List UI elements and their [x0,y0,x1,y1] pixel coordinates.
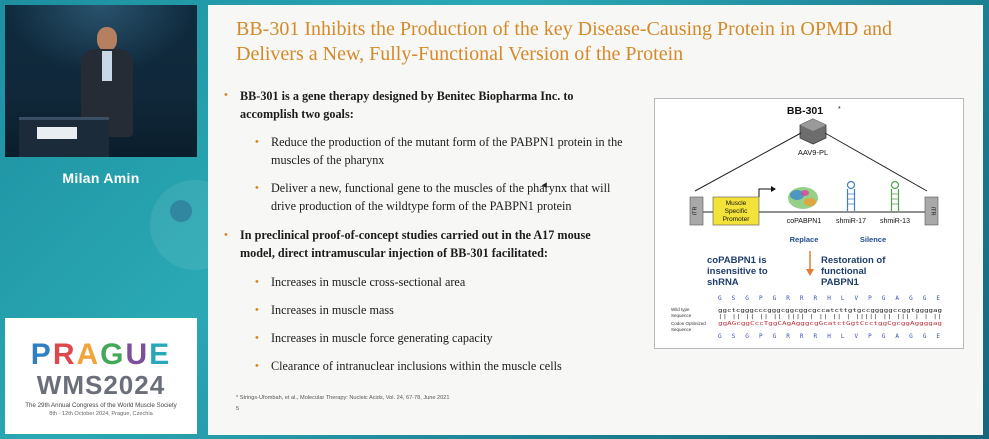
gene-label-shmir17: shmiR-17 [836,218,866,225]
background-orb [170,200,192,222]
sequence-wildtype: ggctcgggcccgggcggcggcgccatcttgtgccgggggc… [718,308,942,314]
transcription-arrowhead-icon [771,186,776,192]
seq-label-wt-1: Wild type [671,307,690,312]
slide-footnote: * Strings-Ufombah, et al., Molecular The… [236,395,450,401]
slide-title-line-1: BB-301 Inhibits the Production of the ke… [236,18,893,40]
logo-prague: PRAGUE [5,338,197,372]
bullet-marker: • [255,276,259,288]
bullet-1a-line-1: Reduce the production of the mutant form… [271,135,623,149]
bullet-2c: Increases in muscle force generating cap… [271,331,493,345]
sequence-codon-optimized: ggAGcggCccTggCAgAgggcgGcatctGgtCcctggCgc… [718,321,942,327]
bullet-marker: • [255,136,259,148]
conference-logo: PRAGUE WMS2024 The 29th Annual Congress … [5,318,197,434]
protein-structure-icon [788,187,818,209]
amino-acids-top: G S G P G R R R H L V P G A G G E [718,295,940,302]
aav-capsid-icon [799,118,827,145]
bullet-2-line-2: model, direct intramuscular injection of… [240,246,548,260]
gene-label-shmir13: shmiR-13 [880,218,910,225]
gene-label-copabpn1: coPABPN1 [787,218,822,225]
itr-right [924,196,939,226]
bullet-1a-line-2: muscles of the pharynx [271,153,385,167]
figure-title: BB-301 [787,105,823,117]
bullet-2a: Increases in muscle cross-sectional area [271,275,466,289]
logo-subtitle: The 29th Annual Congress of the World Mu… [25,402,177,409]
bullet-1b-line-1: Deliver a new, functional gene to the mu… [271,181,611,195]
promoter-label-line-2: Specific [725,208,749,215]
silence-label: Silence [860,235,886,244]
logo-letter: A [76,338,101,371]
speaker-head [97,27,117,51]
bullet-marker: • [255,182,259,194]
logo-wms: WMS2024 [36,370,166,400]
sequence-match: || || || || || |||| | || || | ||||| || |… [718,314,942,320]
bullet-marker: • [255,360,259,372]
bullet-2-line-1: In preclinical proof-of-concept studies … [240,228,591,242]
logo-letter: U [125,338,150,371]
vector-line-right [824,132,928,192]
hairpin-shmir13-icon [890,180,900,211]
slide-page-number: 5 [236,406,240,412]
vector-line-left [694,132,802,192]
itr-left-label: ITR [693,207,699,216]
seq-label-co-1: Codon Optimized [671,321,706,326]
bullet-1-line-2: accomplish two goals: [240,107,354,121]
logo-letter: P [30,338,53,371]
lectern-screen [37,127,77,139]
bullet-marker: • [224,229,228,241]
promoter-label-line-1: Muscle [726,200,747,207]
caption-right-line-3: PABPN1 [821,277,860,288]
bullet-marker: • [255,332,259,344]
logo-letter: E [149,338,172,371]
replace-label: Replace [790,235,819,244]
slide-title: BB-301 Inhibits the Production of the ke… [236,17,966,67]
bullet-2d: Clearance of intranuclear inclusions wit… [271,359,562,373]
bullet-2b: Increases in muscle mass [271,303,394,317]
hairpin-shmir17-icon [846,180,856,211]
promoter-box [712,196,760,226]
caption-right-line-2: functional [821,266,866,277]
bullet-1: BB-301 is a gene therapy designed by Ben… [240,87,640,123]
promoter-label-line-3: Promoter [723,216,751,223]
logo-letter: G [100,338,126,371]
itr-right-label: ITR [930,207,936,216]
bullet-1-line-1: BB-301 is a gene therapy designed by Ben… [240,89,574,103]
seq-label-co-2: Sequence [671,327,692,332]
slide-title-line-2: Delivers a New, Fully-Functional Version… [236,43,684,65]
bullet-2: In preclinical proof-of-concept studies … [240,226,640,262]
bullet-1b: Deliver a new, functional gene to the mu… [271,179,651,215]
amino-acids-bottom: G S G P G R R R H L V P G A G G E [718,333,940,340]
caption-left-line-3: shRNA [707,277,739,288]
itr-left [689,196,704,226]
caption-left-line-1: coPABPN1 is [707,255,766,266]
vector-label: AAV9-PL [798,148,828,157]
bullet-1a: Reduce the production of the mutant form… [271,133,651,169]
presentation-slide: BB-301 Inhibits the Production of the ke… [208,5,983,435]
bullet-marker: • [224,89,228,101]
figure-title-mark: * [838,106,841,113]
bb301-diagram-svg: BB-301 * AAV9-PL ITR ITR Muscle Specific… [671,105,942,340]
caption-left-line-2: insensitive to [707,266,768,277]
logo-dates: 8th - 12th October 2024, Prague, Czechia [49,411,153,417]
speaker-name: Milan Amin [62,170,140,186]
bullet-1b-line-2: drive production of the wildtype form of… [271,199,572,213]
bb301-diagram: BB-301 * AAV9-PL ITR ITR Muscle Specific… [654,98,964,349]
logo-letter: R [52,338,77,371]
speaker-video [5,5,197,157]
caption-right-line-1: Restoration of [821,255,886,266]
transcription-arrow-icon [758,188,771,197]
seq-label-wt-2: Sequence [671,313,692,318]
down-arrowhead-icon [806,269,814,276]
speaker-shirt [102,51,112,81]
bullet-marker: • [255,304,259,316]
